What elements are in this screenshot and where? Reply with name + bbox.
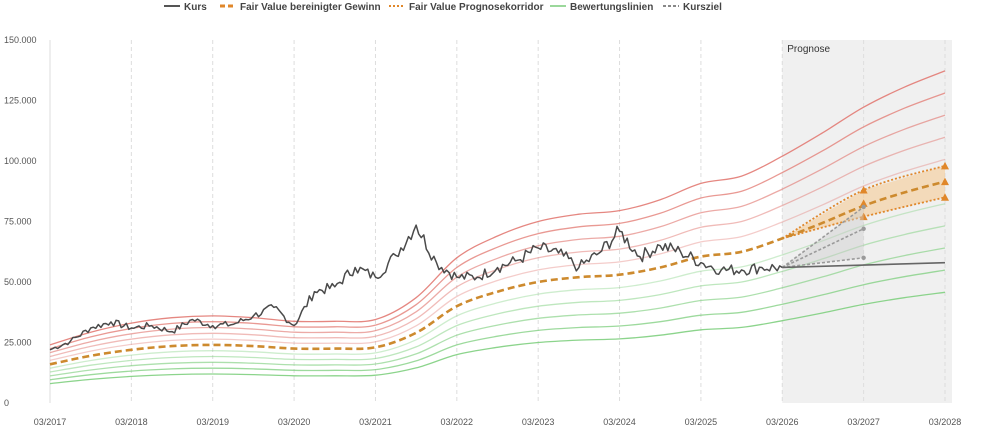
x-tick-label: 03/2028	[929, 417, 962, 427]
legend-label-prognosekorridor: Fair Value Prognosekorridor	[409, 2, 544, 13]
kursziel-line	[782, 257, 864, 269]
x-tick-label: 03/2027	[847, 417, 880, 427]
valuation-line	[49, 114, 946, 354]
legend-item-kursziel[interactable]: Kursziel	[663, 2, 722, 13]
x-tick-label: 03/2021	[359, 417, 392, 427]
x-tick-label: 03/2020	[278, 417, 311, 427]
x-tick-label: 03/2026	[766, 417, 799, 427]
y-tick-label: 25.000	[4, 338, 32, 348]
legend-label-kurs: Kurs	[184, 2, 207, 13]
legend-item-bewertungslinien[interactable]: Bewertungslinien	[550, 2, 653, 13]
y-tick-label: 75.000	[4, 217, 32, 227]
corridor-marker	[859, 186, 868, 194]
legend-item-kurs[interactable]: Kurs	[164, 2, 207, 13]
y-tick-label: 50.000	[4, 277, 32, 287]
x-tick-label: 03/2025	[685, 417, 718, 427]
kursziel-point	[861, 255, 866, 260]
kursziel-line	[781, 206, 865, 269]
y-tick-label: 125.000	[4, 96, 37, 106]
legend: Kurs Fair Value bereinigter Gewinn Fair …	[164, 2, 722, 13]
legend-label-fair-value: Fair Value bereinigter Gewinn	[240, 2, 381, 13]
legend-item-prognosekorridor[interactable]: Fair Value Prognosekorridor	[389, 2, 544, 13]
legend-label-bewertungslinien: Bewertungslinien	[570, 2, 653, 13]
kursziel-point	[861, 226, 866, 231]
kurs-line	[49, 224, 783, 351]
forecast-region	[782, 40, 952, 403]
corridor-marker	[859, 199, 868, 207]
kurs-flat-line	[782, 261, 946, 269]
y-tick-label: 0	[4, 398, 9, 408]
valuation-line	[49, 136, 946, 358]
kursziel-point	[861, 204, 866, 210]
plot-area: 0 25.000 50.000 75.000 100.000 125.000 150.000…	[4, 35, 961, 427]
legend-label-kursziel: Kursziel	[683, 2, 722, 13]
valuation-line	[49, 291, 946, 385]
x-tick-label: 03/2024	[603, 417, 636, 427]
valuation-line	[49, 203, 946, 369]
y-tick-label: 100.000	[4, 156, 37, 166]
x-tick-label: 03/2019	[196, 417, 229, 427]
corridor-marker	[941, 177, 949, 186]
legend-item-fair-value[interactable]: Fair Value bereinigter Gewinn	[220, 2, 381, 13]
y-tick-label: 150.000	[4, 35, 37, 45]
valuation-line	[49, 269, 946, 381]
valuation-line	[49, 247, 946, 377]
corridor-marker	[859, 212, 868, 221]
x-tick-label: 03/2018	[115, 417, 148, 427]
corridor-marker	[941, 161, 949, 170]
corridor-marker	[941, 193, 949, 201]
valuation-line	[49, 158, 946, 362]
x-tick-label: 03/2022	[441, 417, 474, 427]
x-tick-label: 03/2017	[34, 417, 67, 427]
corridor-upper-line	[781, 164, 946, 240]
x-tick-label: 03/2023	[522, 417, 555, 427]
fair-value-line	[49, 180, 946, 366]
forecast-label: Prognose	[787, 44, 830, 55]
kursziel-line	[781, 228, 864, 269]
valuation-line	[49, 70, 946, 346]
